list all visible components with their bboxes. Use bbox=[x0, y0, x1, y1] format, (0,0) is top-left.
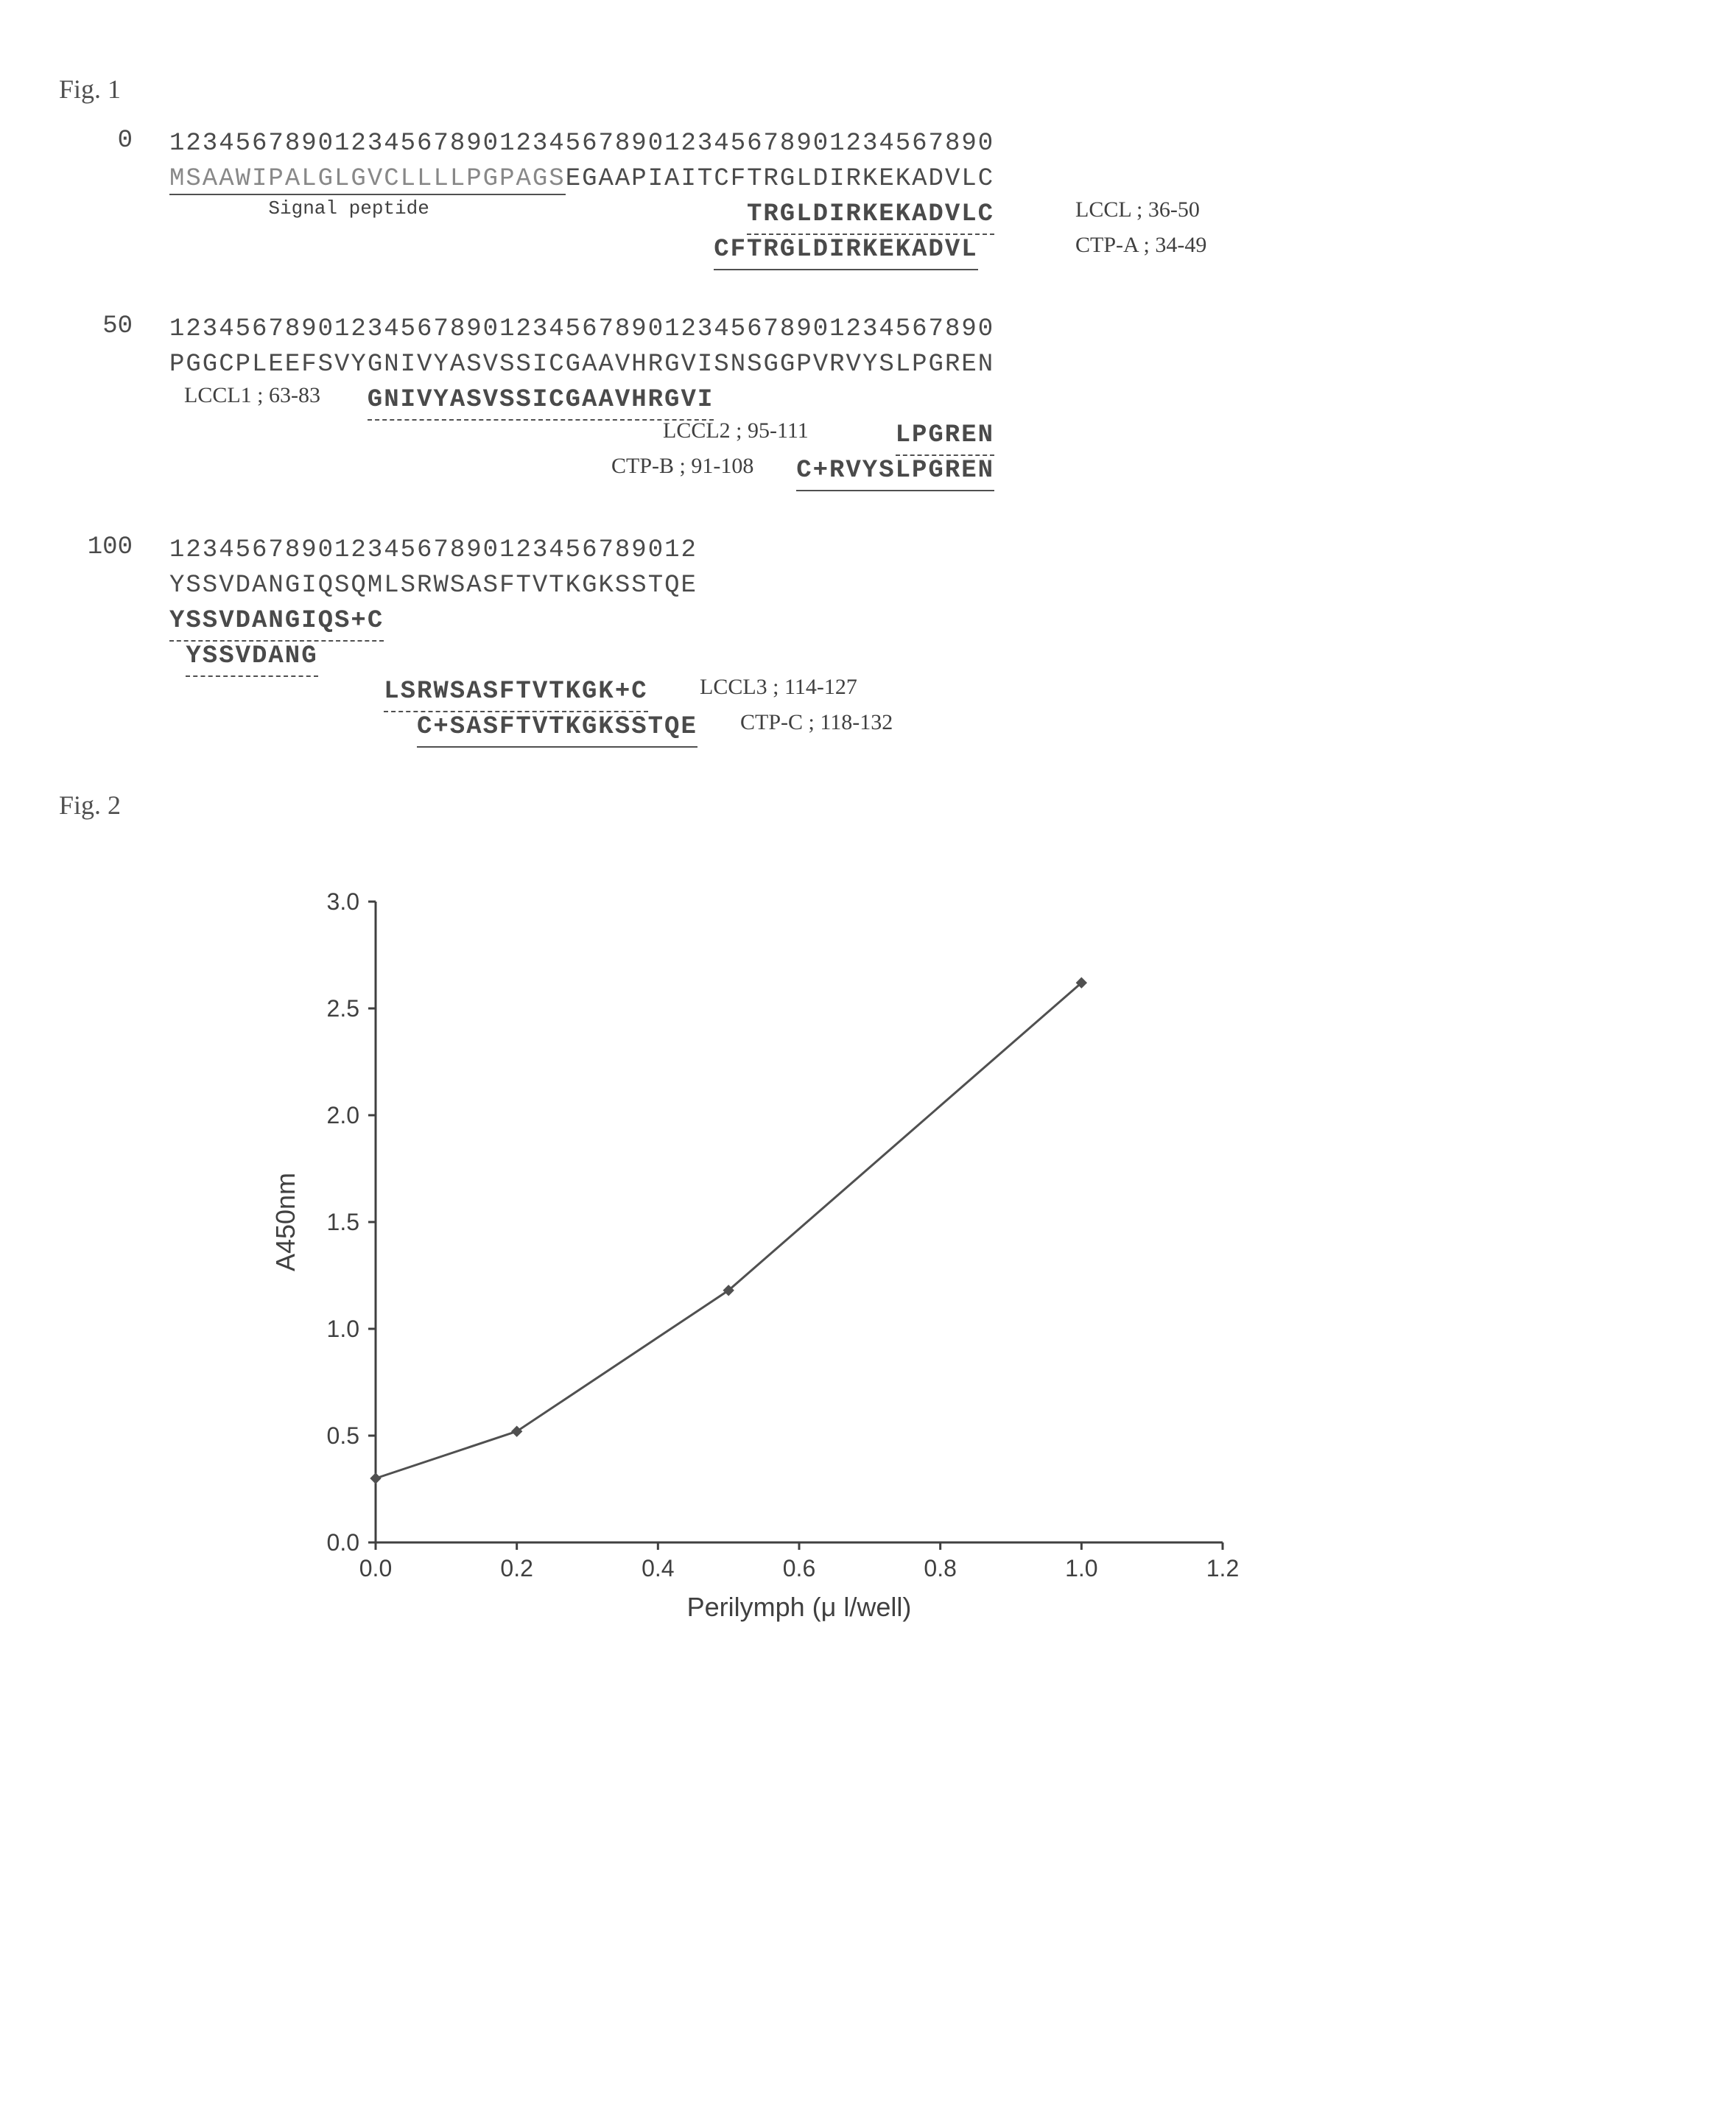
svg-text:A450nm: A450nm bbox=[270, 1173, 301, 1271]
svg-text:2.5: 2.5 bbox=[327, 995, 359, 1022]
sequence-row: PGGCPLEEFSVYGNIVYASVSSICGAAVHRGVISNSGGPV… bbox=[169, 348, 994, 383]
figure-2-caption: Fig. 2 bbox=[59, 790, 1677, 821]
peptide-fragment: CFTRGLDIRKEKADVL bbox=[714, 233, 977, 270]
svg-text:0.6: 0.6 bbox=[783, 1555, 815, 1581]
peptide-fragment: GNIVYASVSSICGAAVHRGVI bbox=[368, 383, 714, 421]
figure-2-chart: 0.0 0.5 1.0 1.5 2.0 2.5 3.0 0.0 0.2 0.4 0.6 0.8 1.0 1… bbox=[243, 865, 1677, 1642]
peptide-annotation: CTP-C ; 118-132 bbox=[740, 710, 893, 735]
peptide-fragment: LPGREN bbox=[896, 418, 994, 456]
svg-text:0.2: 0.2 bbox=[500, 1555, 533, 1581]
peptide-annotation: LCCL2 ; 95-111 bbox=[663, 418, 809, 443]
ruler-row: 1234567890123456789012345678901234567890… bbox=[169, 312, 994, 348]
peptide-fragment: YSSVDANGIQS+C bbox=[169, 604, 384, 642]
ruler-row: 1234567890123456789012345678901234567890… bbox=[169, 127, 994, 162]
svg-text:1.0: 1.0 bbox=[327, 1316, 359, 1342]
svg-text:0.4: 0.4 bbox=[642, 1555, 674, 1581]
signal-peptide-label: Signal peptide bbox=[268, 197, 429, 220]
svg-text:0.0: 0.0 bbox=[359, 1555, 392, 1581]
figure-1-body: 0123456789012345678901234567890123456789… bbox=[59, 127, 1677, 745]
position-index: 0 bbox=[59, 127, 169, 155]
svg-text:3.0: 3.0 bbox=[327, 888, 359, 915]
svg-text:0.8: 0.8 bbox=[924, 1555, 956, 1581]
ruler-row: 12345678901234567890123456789012 bbox=[169, 533, 697, 569]
line-chart-svg: 0.0 0.5 1.0 1.5 2.0 2.5 3.0 0.0 0.2 0.4 0.6 0.8 1.0 1… bbox=[243, 865, 1274, 1638]
sequence-row: YSSVDANGIQSQMLSRWSASFTVTKGKSSTQE bbox=[169, 569, 697, 604]
peptide-fragment: TRGLDIRKEKADVLC bbox=[747, 197, 994, 235]
svg-text:0.0: 0.0 bbox=[327, 1529, 359, 1556]
peptide-annotation: LCCL3 ; 114-127 bbox=[700, 675, 857, 700]
figure-1-caption: Fig. 1 bbox=[59, 74, 1677, 105]
svg-text:2.0: 2.0 bbox=[327, 1102, 359, 1128]
position-index: 50 bbox=[59, 312, 169, 340]
svg-text:Perilymph (μ l/well): Perilymph (μ l/well) bbox=[687, 1592, 912, 1622]
svg-text:1.5: 1.5 bbox=[327, 1209, 359, 1235]
peptide-fragment: C+SASFTVTKGKSSTQE bbox=[417, 710, 697, 748]
peptide-fragment: YSSVDANG bbox=[186, 639, 317, 677]
peptide-annotation: CTP-B ; 91-108 bbox=[611, 454, 753, 479]
peptide-fragment: LSRWSASFTVTKGK+C bbox=[384, 675, 647, 712]
peptide-fragment: C+RVYSLPGREN bbox=[796, 454, 994, 491]
svg-text:0.5: 0.5 bbox=[327, 1422, 359, 1449]
svg-text:1.0: 1.0 bbox=[1065, 1555, 1097, 1581]
peptide-annotation: LCCL ; 36-50 bbox=[1075, 197, 1200, 222]
peptide-annotation: LCCL1 ; 63-83 bbox=[184, 383, 320, 408]
peptide-annotation: CTP-A ; 34-49 bbox=[1075, 233, 1206, 258]
sequence-row: MSAAWIPALGLGVCLLLLPGPAGSEGAAPIAITCFTRGLD… bbox=[169, 162, 994, 197]
position-index: 100 bbox=[59, 533, 169, 561]
svg-text:1.2: 1.2 bbox=[1206, 1555, 1239, 1581]
